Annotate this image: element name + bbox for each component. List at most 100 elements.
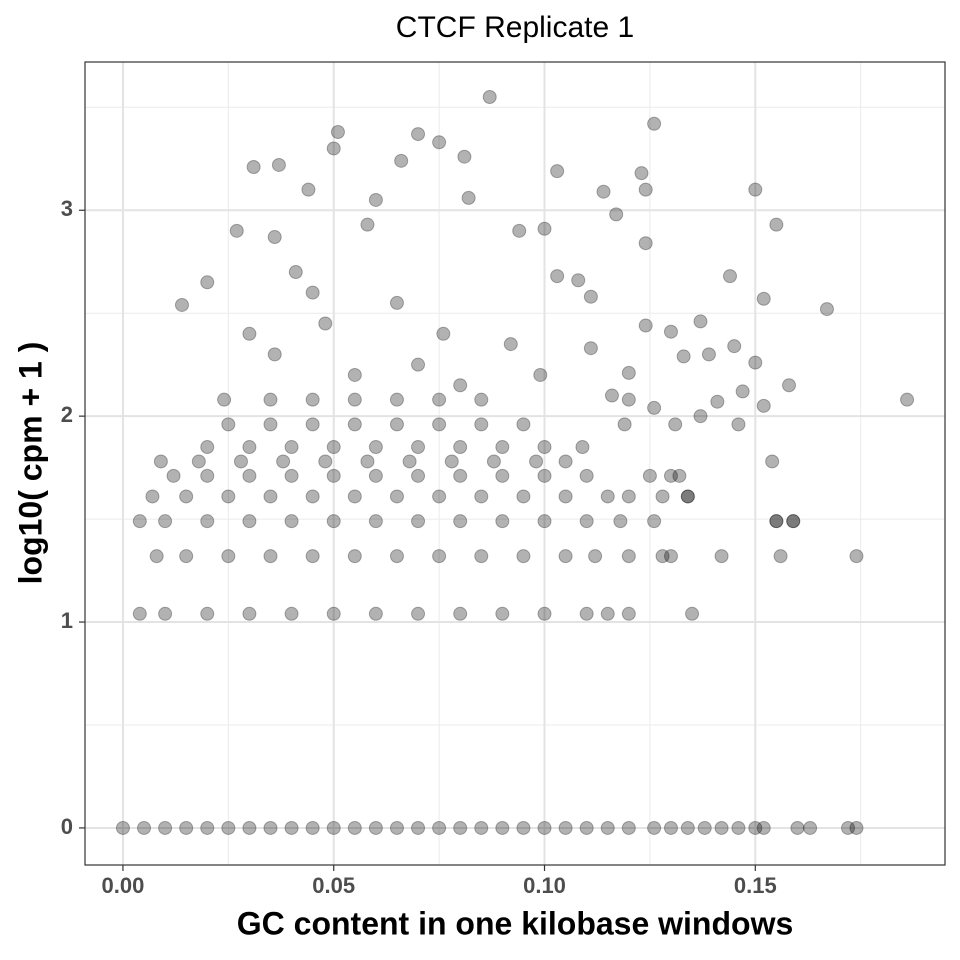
point [347, 549, 362, 564]
point [579, 820, 594, 835]
point [583, 341, 598, 356]
point [326, 440, 341, 455]
point [347, 367, 362, 382]
point [368, 606, 383, 621]
point [453, 468, 468, 483]
point [516, 549, 531, 564]
point [200, 275, 215, 290]
point [271, 157, 286, 172]
point [432, 820, 447, 835]
point [600, 606, 615, 621]
point [411, 468, 426, 483]
point [769, 514, 784, 529]
point [790, 820, 805, 835]
point [634, 166, 649, 181]
point [723, 269, 737, 284]
point [432, 135, 447, 150]
point [461, 190, 476, 205]
point [714, 820, 729, 835]
point [360, 454, 375, 469]
point [284, 468, 299, 483]
plot-border [84, 61, 946, 866]
point [558, 489, 573, 504]
point [748, 182, 763, 197]
point [621, 820, 636, 835]
point [550, 269, 565, 284]
point [284, 606, 299, 621]
point [432, 489, 447, 504]
point [263, 549, 278, 564]
point [389, 417, 404, 432]
point [537, 820, 552, 835]
point [663, 549, 678, 564]
point [765, 454, 780, 469]
point [368, 514, 383, 529]
point [773, 549, 788, 564]
point [474, 392, 489, 407]
point [727, 339, 742, 354]
point [782, 378, 797, 393]
point [200, 440, 215, 455]
point [786, 514, 801, 529]
y-tick-label: 0 [61, 814, 73, 839]
point [571, 273, 586, 288]
point [242, 606, 257, 621]
point [166, 468, 181, 483]
point [613, 514, 628, 529]
point [318, 454, 333, 469]
point [697, 820, 712, 835]
point [642, 468, 657, 483]
y-tick-label: 2 [61, 402, 73, 427]
point [284, 514, 299, 529]
point [756, 398, 771, 413]
point [537, 606, 552, 621]
point [680, 820, 695, 835]
point [347, 489, 362, 504]
point [495, 514, 510, 529]
point [149, 549, 164, 564]
point [579, 606, 594, 621]
point [756, 820, 771, 835]
x-tick-label: 0.10 [523, 873, 566, 898]
point [457, 149, 472, 164]
point [516, 489, 531, 504]
point [655, 489, 670, 504]
point [621, 489, 636, 504]
point [200, 468, 215, 483]
point [360, 217, 375, 232]
y-tick-label: 1 [61, 608, 73, 633]
point [647, 514, 662, 529]
point [680, 489, 695, 504]
chart-title: CTCF Replicate 1 [396, 11, 634, 44]
point [267, 347, 282, 362]
point [174, 297, 189, 312]
point [512, 223, 527, 238]
point [621, 549, 636, 564]
point [575, 440, 590, 455]
point [495, 468, 510, 483]
point [786, 514, 801, 529]
point [680, 489, 695, 504]
point [803, 820, 818, 835]
y-tick-label: 3 [61, 196, 73, 221]
point [474, 489, 489, 504]
point [330, 125, 345, 140]
point [841, 820, 856, 835]
point [347, 392, 362, 407]
point [318, 316, 333, 331]
point [115, 820, 130, 835]
point [242, 326, 257, 341]
point [153, 454, 168, 469]
point [305, 489, 320, 504]
point [516, 820, 531, 835]
point [284, 820, 299, 835]
point [221, 549, 236, 564]
point [242, 468, 257, 483]
point [579, 468, 594, 483]
point [474, 417, 489, 432]
point [529, 454, 544, 469]
point [158, 606, 173, 621]
point [347, 417, 362, 432]
point [221, 820, 236, 835]
